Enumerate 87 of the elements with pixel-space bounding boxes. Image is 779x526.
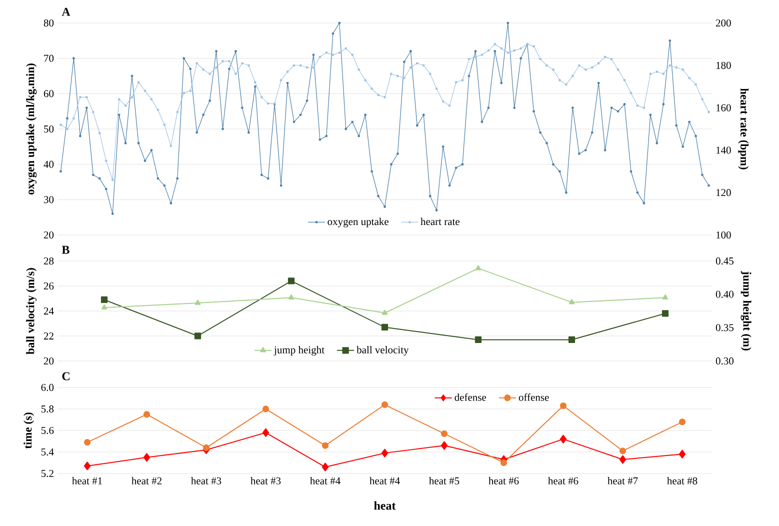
legend-label: jump height — [274, 346, 324, 356]
y2-tick-label: 0.35 — [716, 324, 734, 332]
point — [678, 450, 686, 458]
y-axis-title: oxygen uptake (ml/kg.min) — [26, 64, 37, 195]
point — [288, 278, 295, 284]
point — [560, 402, 567, 410]
y2-tick-label: 200 — [716, 19, 731, 27]
y-tick-label: 26 — [44, 282, 54, 290]
y-tick-label: 20 — [44, 231, 54, 239]
point — [560, 434, 567, 444]
point — [84, 439, 91, 446]
point — [382, 310, 388, 315]
x-tick-label: heat #3 — [250, 477, 281, 484]
y-tick-label: 60 — [44, 90, 54, 98]
y2-tick-label: 100 — [716, 231, 731, 239]
legend-label: offense — [518, 393, 549, 401]
point — [194, 300, 201, 305]
x-tick-label: heat #1 — [72, 477, 102, 484]
y2-axis-title: heart rate (bpm) — [738, 88, 749, 170]
point — [440, 441, 448, 450]
y-tick-label: 5.6 — [41, 426, 54, 434]
legend-label: ball velocity — [356, 346, 409, 356]
y-tick-label: 5.8 — [41, 405, 54, 413]
y2-axis-title: jump height (m) — [740, 270, 752, 350]
point — [381, 324, 388, 331]
y2-tick-label: 0.30 — [716, 357, 734, 365]
point — [194, 332, 202, 340]
y-tick-label: 6.0 — [41, 384, 54, 392]
y-tick-label: 30 — [44, 196, 54, 204]
point — [84, 462, 91, 470]
x-tick-label: heat #2 — [132, 477, 162, 484]
chart-title: C — [62, 372, 70, 380]
point — [619, 448, 626, 454]
y2-tick-label: 0.40 — [716, 290, 734, 298]
x-tick-label: heat #6 — [548, 477, 578, 484]
chart-title: B — [62, 246, 70, 254]
y2-tick-label: 160 — [716, 104, 731, 112]
y-tick-label: 28 — [44, 257, 54, 265]
y-axis-title: ball velocity (m/s) — [26, 268, 37, 354]
y-tick-label: 5.4 — [41, 448, 54, 456]
point — [262, 428, 270, 437]
y-tick-label: 20 — [44, 357, 54, 365]
y2-tick-label: 140 — [716, 146, 731, 154]
point — [568, 299, 575, 304]
point — [474, 336, 482, 344]
legend-label: defense — [454, 393, 486, 401]
x-tick-label: heat #5 — [429, 477, 460, 484]
point — [322, 442, 329, 449]
point — [619, 455, 626, 464]
point — [678, 418, 686, 426]
point — [288, 294, 294, 300]
y-tick-label: 5.2 — [41, 470, 54, 478]
point — [322, 462, 329, 472]
y2-tick-label: 180 — [716, 62, 731, 69]
point — [381, 448, 388, 458]
x-tick-label: heat #7 — [608, 477, 638, 484]
point — [440, 430, 448, 438]
point — [662, 310, 669, 317]
chart-title: A — [62, 8, 70, 16]
point — [381, 401, 388, 408]
y-tick-label: 24 — [44, 308, 54, 314]
point — [202, 444, 210, 451]
y-tick-label: 40 — [44, 160, 54, 168]
x-tick-label: heat #4 — [370, 477, 400, 484]
y2-tick-label: 0.45 — [716, 257, 734, 265]
y-tick-label: 50 — [44, 125, 54, 133]
y2-tick-label: 120 — [716, 189, 731, 196]
x-tick-label: heat #8 — [667, 477, 698, 484]
x-tick-label: heat #4 — [310, 477, 340, 484]
point — [475, 265, 482, 270]
y-tick-label: 80 — [44, 19, 54, 27]
x-tick-label: heat #3 — [191, 477, 222, 484]
legend-label: oxygen uptake — [328, 218, 388, 228]
x-tick-label: heat #6 — [488, 477, 519, 484]
y-axis-title: time (s) — [24, 412, 34, 449]
point — [143, 453, 150, 462]
point — [101, 304, 108, 310]
point — [262, 406, 270, 412]
legend-label: heart rate — [420, 218, 460, 226]
point — [500, 459, 508, 466]
y-tick-label: 70 — [44, 54, 54, 62]
y-tick-label: 22 — [44, 332, 54, 340]
point — [100, 296, 108, 304]
point — [143, 411, 150, 418]
point — [568, 336, 576, 344]
point — [662, 294, 668, 300]
x-axis-title: heat — [374, 501, 396, 510]
